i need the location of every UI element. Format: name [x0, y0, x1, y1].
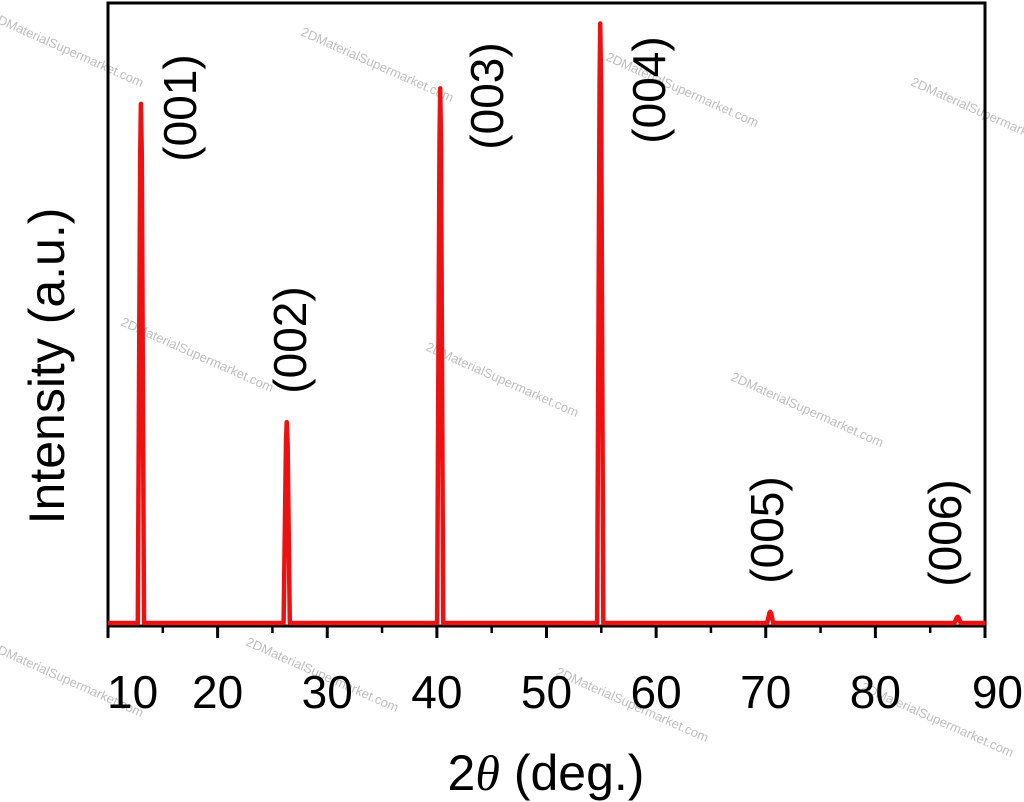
- y-axis-title: Intensity (a.u.): [19, 208, 75, 525]
- peak-label: (005): [741, 476, 793, 583]
- watermark-text: 2DMaterialSupermarket.com: [909, 74, 1024, 155]
- x-tick-label: 10: [107, 666, 158, 718]
- watermark-text: 2DMaterialSupermarket.com: [0, 9, 146, 90]
- peak-labels: (001) (002) (003) (004) (005) (006): [154, 36, 971, 586]
- peak-label: (002): [264, 286, 316, 393]
- x-tick-label: 60: [631, 666, 682, 718]
- watermark-text: 2DMaterialSupermarket.com: [299, 24, 456, 105]
- peak-label: (001): [154, 54, 206, 161]
- x-tick-label: 20: [192, 666, 243, 718]
- x-tick-label: 40: [411, 666, 462, 718]
- series-line-xrd: [108, 21, 985, 626]
- watermark-text: 2DMaterialSupermarket.com: [729, 369, 886, 450]
- x-tick-label: 70: [740, 666, 791, 718]
- x-tick-label: 90: [972, 666, 1023, 718]
- watermark-text: 2DMaterialSupermarket.com: [424, 339, 581, 420]
- peak-label: (003): [461, 42, 513, 149]
- x-tick-label: 80: [850, 666, 901, 718]
- x-axis-title: 2θ (deg.): [448, 745, 645, 801]
- x-axis-ticks: 10 20 30 40 50 60 70 80 90: [106, 626, 1023, 718]
- peak-label: (004): [623, 36, 675, 143]
- x-tick-label: 50: [521, 666, 572, 718]
- plot-frame: [106, 1, 987, 628]
- peak-label: (006): [919, 479, 971, 586]
- x-tick-label: 30: [302, 666, 353, 718]
